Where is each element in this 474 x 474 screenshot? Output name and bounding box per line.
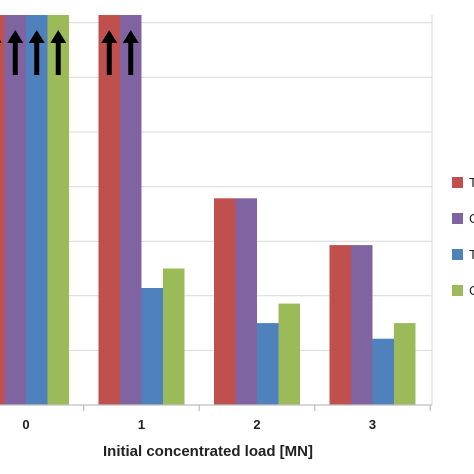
legend-item: C xyxy=(452,283,474,298)
bar-3-s2 xyxy=(351,245,373,405)
legend-label: T xyxy=(469,247,474,262)
bar-1-s3 xyxy=(141,288,163,405)
legend-label: C xyxy=(469,283,474,298)
bar-1-s4 xyxy=(163,268,185,405)
x-axis-title: Initial concentrated load [MN] xyxy=(103,443,313,460)
x-tick-label-3: 3 xyxy=(369,417,376,432)
x-tick-labels: 0 1 2 3 xyxy=(22,417,376,432)
overflow-arrow-icon xyxy=(50,30,67,75)
legend: T C T C xyxy=(452,175,474,298)
legend-item: T xyxy=(452,247,474,262)
bar-2-s2 xyxy=(235,198,257,405)
x-tick-label-1: 1 xyxy=(138,417,145,432)
legend-swatch xyxy=(452,285,463,296)
bar-0-s4 xyxy=(47,15,69,405)
bar-0-s2 xyxy=(4,15,26,405)
legend-item: C xyxy=(452,211,474,226)
bars xyxy=(0,15,416,405)
legend-swatch xyxy=(452,213,463,224)
legend-item: T xyxy=(452,175,474,190)
x-tick-label-2: 2 xyxy=(253,417,260,432)
legend-swatch xyxy=(452,177,463,188)
bar-2-s1 xyxy=(214,198,236,405)
overflow-arrow-icon xyxy=(28,30,45,75)
overflow-arrows xyxy=(0,30,139,75)
bar-3-s4 xyxy=(394,323,416,405)
bar-0-s3 xyxy=(26,15,48,405)
bar-1-s1 xyxy=(98,15,120,405)
legend-swatch xyxy=(452,249,463,260)
bar-0-s1 xyxy=(0,15,5,405)
overflow-arrow-icon xyxy=(0,40,2,43)
bar-2-s3 xyxy=(257,323,279,405)
x-tick-label-0: 0 xyxy=(22,417,29,432)
bar-2-s4 xyxy=(278,303,300,405)
bar-3-s1 xyxy=(329,245,351,405)
overflow-arrow-icon xyxy=(122,30,139,75)
x-axis xyxy=(0,404,432,411)
overflow-arrow-icon xyxy=(7,30,24,75)
bar-1-s2 xyxy=(120,15,142,405)
bar-3-s3 xyxy=(372,338,394,405)
legend-label: C xyxy=(469,211,474,226)
overflow-arrow-icon xyxy=(101,30,118,75)
legend-label: T xyxy=(469,175,474,190)
